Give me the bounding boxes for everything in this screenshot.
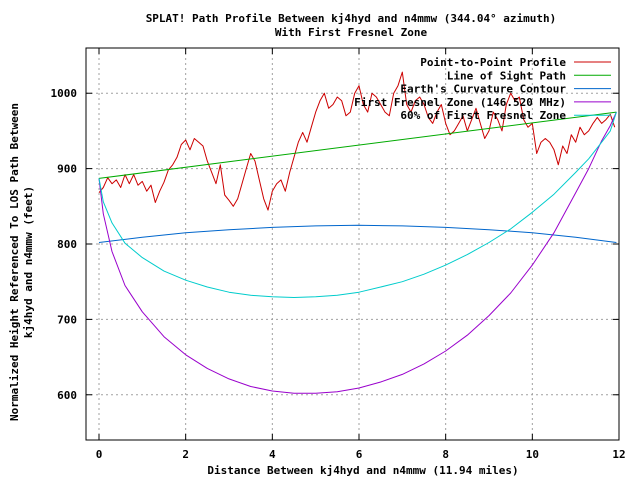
legend-label: Earth's Curvature Contour: [400, 83, 566, 96]
y-axis-label-line2: kj4hyd and n4mmw (feet): [22, 186, 35, 338]
legend-label: 60% of First Fresnel Zone: [400, 109, 566, 122]
y-tick-label: 600: [57, 389, 77, 402]
y-tick-label: 700: [57, 313, 77, 326]
x-tick-label: 8: [442, 448, 449, 461]
y-tick-label: 800: [57, 238, 77, 251]
chart-title: SPLAT! Path Profile Between kj4hyd and n…: [146, 12, 557, 25]
grid-lines: [86, 48, 619, 440]
x-tick-label: 10: [526, 448, 539, 461]
x-tick-label: 12: [612, 448, 625, 461]
series-line-of-sight-path: [98, 111, 617, 179]
x-tick-label: 4: [269, 448, 276, 461]
x-tick-label: 0: [96, 448, 103, 461]
series-60-of-first-fresnel-zone: [98, 111, 617, 298]
legend-label: Point-to-Point Profile: [420, 56, 566, 69]
chart-subtitle: With First Fresnel Zone: [275, 26, 428, 39]
legend-label: Line of Sight Path: [447, 69, 566, 82]
y-tick-label: 1000: [51, 87, 78, 100]
y-axis-label-line1: Normalized Height Referenced To LOS Path…: [8, 103, 21, 421]
y-tick-label: 900: [57, 163, 77, 176]
x-tick-label: 2: [182, 448, 189, 461]
series-point-to-point-profile: [98, 71, 616, 211]
axis-ticks: 0 2 4 6 8 10 12 600 700 800 900 1000: [51, 48, 626, 461]
x-tick-label: 6: [356, 448, 363, 461]
series-group: [98, 71, 617, 394]
series-first-fresnel-zone-146-520-mhz: [98, 111, 617, 394]
legend-label: First Fresnel Zone (146.520 MHz): [354, 96, 566, 109]
series-earth-s-curvature-contour: [98, 224, 617, 243]
x-axis-label: Distance Between kj4hyd and n4mmw (11.94…: [207, 464, 518, 477]
